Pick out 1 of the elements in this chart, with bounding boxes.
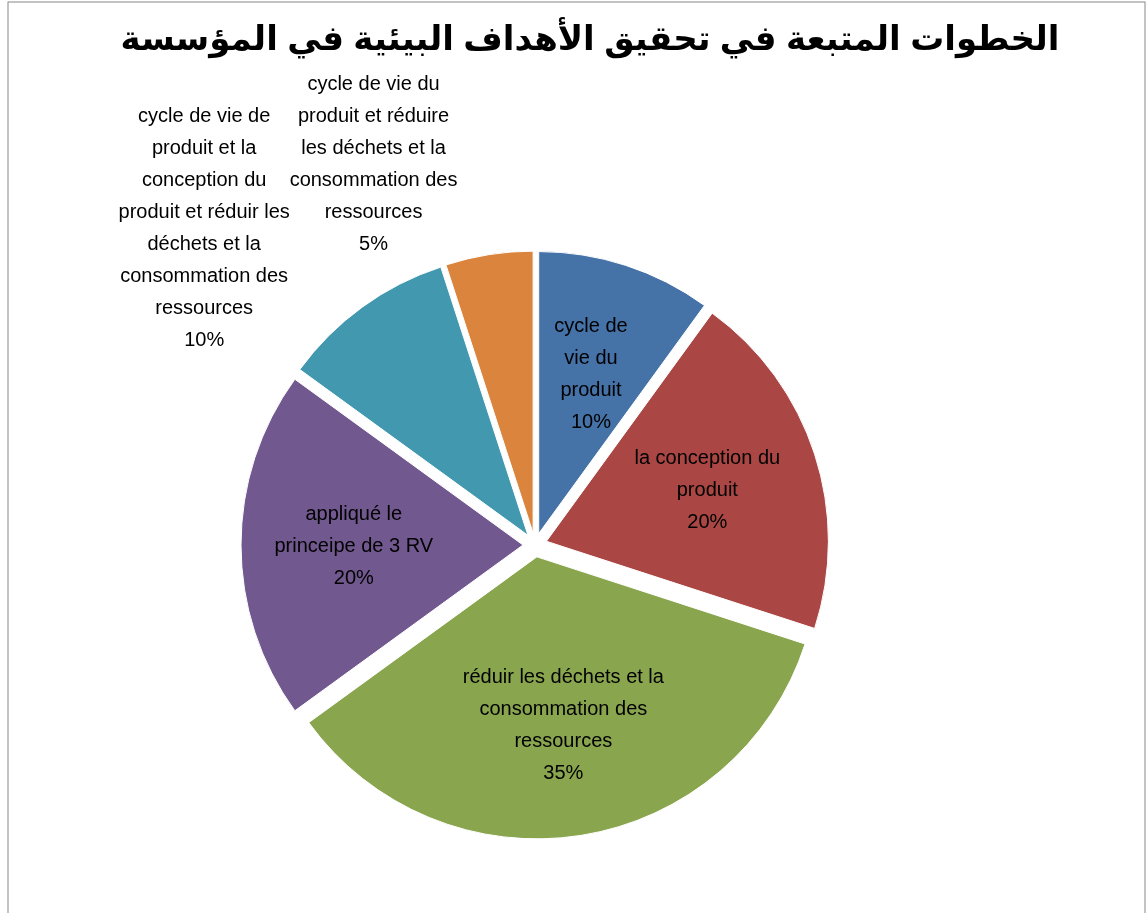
chart-title: الخطوات المتبعة في تحقيق الأهداف البيئية في المؤسسة — [120, 17, 1060, 59]
